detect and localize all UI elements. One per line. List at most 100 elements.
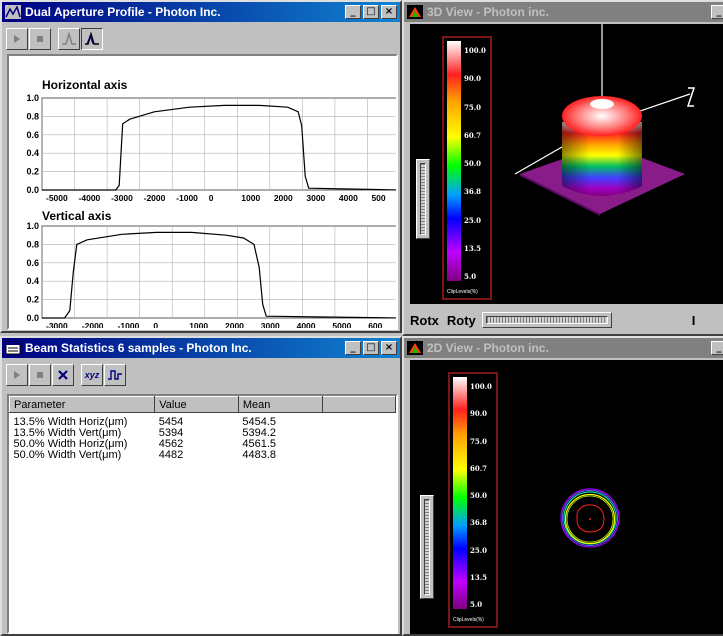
roty-label: Roty [446,312,476,328]
colorbar-level-label: 100.0 [470,382,492,391]
cell-parameter: 13.5% Width Vert(μm) [13,426,122,439]
cell-parameter: 50.0% Width Vert(μm) [13,448,122,461]
clear-stats-button[interactable] [52,364,74,386]
play-icon [14,35,20,43]
profile-curve-icon [62,32,76,45]
table-row[interactable]: 13.5% Width Vert(μm) 5394 5394.2 [10,426,396,439]
profile-window: Dual Aperture Profile - Photon Inc. _ □ … [0,0,402,333]
play-icon [14,371,20,379]
contour-50 [564,493,616,545]
maximize-button[interactable]: □ [363,5,379,19]
contour-5 [560,488,620,548]
horizontal-axis-chart: 1.0 0.8 0.6 0.4 0.2 0.0 -5000 -4000 -3000 -2000 -1… [26,93,396,328]
single-profile-button[interactable] [58,28,80,50]
axis-marker-icon [686,87,696,107]
view2d-minimize-button[interactable]: _ [711,341,723,355]
colorbar-level-label: 36.8 [470,518,488,528]
dual-profile-icon [85,32,99,45]
profile-plot-area: Horizontal axis 1.0 0.8 0.6 0.4 0.2 0.0 -5000 -… [7,54,398,330]
stats-stop-button[interactable] [29,364,51,386]
x-tick-label: -3000 [111,193,133,203]
beam-cap [562,96,642,136]
view2d-color-gradient [453,377,467,609]
rotx-label: Rotx [410,312,439,328]
beam-cap-top [590,99,614,109]
y-tick-label: 1.0 [26,221,39,231]
close-button[interactable]: × [381,5,397,19]
view3d-window: 3D View - Photon inc. _ ClipLevels(%) 10… [402,0,723,336]
cell-value: 5454 [158,415,184,428]
x-tick-label: -2000 [144,193,166,203]
table-row[interactable]: 50.0% Width Horiz(μm) 4562 4561.5 [10,437,396,450]
minimize-button[interactable]: _ [345,5,361,19]
profile-title: Dual Aperture Profile - Photon Inc. [25,5,221,19]
profile-titlebar[interactable]: Dual Aperture Profile - Photon Inc. [2,2,400,22]
view3d-zoom-slider-track[interactable] [420,163,426,235]
x-tick-label: 4000 [297,321,316,328]
table-row[interactable]: 13.5% Width Horiz(μm) 5454 5454.5 [10,415,396,428]
view3d-zoom-slider[interactable] [416,159,430,239]
xyz-icon: xyz [84,370,100,380]
roty-slider[interactable] [481,312,612,328]
x-tick-label: 1000 [241,193,260,203]
view2d-zoom-slider[interactable] [420,495,434,599]
view2d-app-icon [407,341,423,355]
view2d-window: 2D View - Photon inc. _ ClipLevels(%) 10… [402,336,723,636]
x-tick-label: 2000 [225,321,244,328]
x-icon [58,370,68,380]
stats-titlebar[interactable]: Beam Statistics 6 samples - Photon Inc. [2,338,400,358]
col-parameter[interactable]: Parameter [8,396,156,413]
stats-maximize-button[interactable]: □ [363,341,379,355]
table-row[interactable]: 50.0% Width Vert(μm) 4482 4483.8 [10,448,396,461]
cell-parameter: 50.0% Width Horiz(μm) [13,437,128,450]
view3d-titlebar[interactable]: 3D View - Photon inc. [404,2,723,22]
stats-close-button[interactable]: × [381,341,397,355]
vertical-plot-frame [41,225,396,319]
x-tick-label: -4000 [79,193,101,203]
view3d-colorbar: ClipLevels(%) 100.0 90.0 75.0 60.7 50.0 36.8 2… [442,36,492,300]
cell-value: 4482 [158,448,184,461]
col-value[interactable]: Value [154,396,239,413]
stats-toolbar: xyz [6,362,127,388]
view3d-minimize-button[interactable]: _ [711,5,723,19]
stats-title: Beam Statistics 6 samples - Photon Inc. [25,341,252,355]
play-button[interactable] [6,28,28,50]
view3d-canvas: ClipLevels(%) 100.0 90.0 75.0 60.7 50.0 36.8 2… [410,24,723,304]
y-tick-label: 0.6 [26,258,39,268]
colorbar-level-label: 5.0 [470,600,483,609]
horizontal-profile-line [42,104,396,191]
stats-table: Parameter Value Mean 13.5% Width Horiz(μ… [8,396,397,461]
y-tick-label: 0.0 [26,185,39,195]
colorbar-level-label: 13.5 [464,243,482,253]
horizontal-plot-frame [41,97,396,191]
dual-profile-button[interactable] [81,28,103,50]
view2d-zoom-slider-track[interactable] [424,499,430,595]
col-mean[interactable]: Mean [237,396,323,413]
y-tick-label: 0.8 [26,111,39,121]
colorbar-level-label: 100.0 [464,46,486,55]
beam-cylinder-shade [562,122,642,196]
colorbar-level-label: 36.8 [464,187,482,197]
view2d-canvas: ClipLevels(%) 100.0 90.0 75.0 60.7 50.0 36.8 2… [410,360,723,634]
stats-app-icon [5,341,21,355]
cell-mean: 4483.8 [242,448,277,461]
roty-slider-track[interactable] [485,316,608,324]
cell-mean: 5454.5 [242,415,277,428]
xyz-button[interactable]: xyz [81,364,103,386]
col-extra[interactable] [321,396,397,413]
pulse-button[interactable] [104,364,126,386]
stats-play-button[interactable] [6,364,28,386]
x-tick-label: 4000 [339,193,358,203]
contour-13 [562,490,618,546]
view2d-titlebar[interactable]: 2D View - Photon inc. [404,338,723,358]
beam-3d-surface [514,24,696,216]
pulse-icon [108,370,122,380]
colorbar-level-label: 90.0 [470,409,488,419]
colorbar-level-label: 75.0 [464,102,482,112]
stop-button[interactable] [29,28,51,50]
colorbar-level-label: 5.0 [464,272,477,281]
beam-center [589,518,591,520]
view3d-edge-label: I [691,312,696,328]
x-tick-label: -2000 [82,321,104,328]
stats-minimize-button[interactable]: _ [345,341,361,355]
